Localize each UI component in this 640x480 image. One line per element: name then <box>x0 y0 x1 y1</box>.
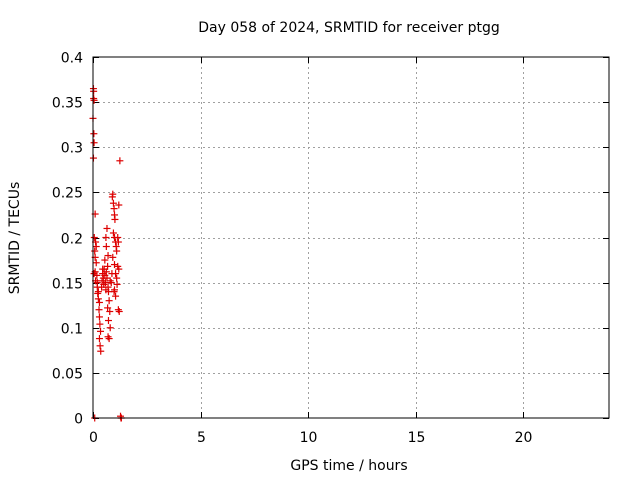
x-tick-label: 0 <box>89 430 98 446</box>
data-point <box>102 234 110 241</box>
data-point <box>101 256 109 264</box>
y-tick-label: 0.3 <box>61 141 83 157</box>
data-point <box>114 238 122 246</box>
data-point <box>109 253 117 261</box>
data-points <box>89 85 125 422</box>
data-point <box>90 96 98 104</box>
data-point <box>95 335 103 343</box>
data-point <box>94 288 102 296</box>
y-tick-label: 0.35 <box>52 96 83 112</box>
data-point <box>92 243 100 251</box>
y-tick-label: 0.4 <box>61 51 83 67</box>
axis-ticks <box>93 57 609 419</box>
data-point <box>90 270 98 278</box>
y-tick-label: 0.05 <box>52 367 83 383</box>
data-point <box>94 289 102 297</box>
data-point <box>93 279 101 287</box>
data-point <box>102 243 110 251</box>
data-point <box>110 205 118 213</box>
data-point <box>113 247 121 255</box>
data-point <box>114 234 122 241</box>
data-point <box>97 327 105 335</box>
chart-title: Day 058 of 2024, SRMTID for receiver ptg… <box>198 20 500 36</box>
x-tick-label: 15 <box>408 430 426 446</box>
data-point <box>96 320 104 328</box>
data-point <box>104 304 112 312</box>
data-point <box>95 298 103 306</box>
y-tick-label: 0 <box>74 412 83 428</box>
data-point <box>91 247 99 255</box>
data-point <box>112 270 120 278</box>
data-point <box>116 157 124 165</box>
x-tick-label: 10 <box>300 430 318 446</box>
y-tick-label: 0.1 <box>61 322 83 338</box>
data-point <box>90 234 98 241</box>
x-tick-labels: 0 5 10 15 20 <box>89 430 532 446</box>
x-axis-label: GPS time / hours <box>290 458 407 474</box>
data-point <box>111 215 119 223</box>
grid-lines <box>93 57 609 418</box>
data-point <box>104 252 112 260</box>
data-point <box>109 199 117 207</box>
x-tick-label: 5 <box>197 430 206 446</box>
y-tick-label: 0.2 <box>61 232 83 248</box>
data-point <box>106 277 114 285</box>
data-point <box>114 306 122 314</box>
plot-frame <box>92 56 610 419</box>
data-point <box>106 308 114 316</box>
data-point <box>96 342 104 350</box>
data-point <box>94 295 102 303</box>
data-point <box>104 333 112 341</box>
data-point <box>90 130 98 138</box>
y-tick-label: 0.25 <box>52 186 83 202</box>
y-tick-labels: 0 0.05 0.1 0.15 0.2 0.25 0.3 0.35 0.4 <box>52 51 83 428</box>
data-point <box>99 265 107 273</box>
data-point <box>115 265 123 273</box>
data-point <box>107 279 115 287</box>
data-point <box>109 229 117 237</box>
data-point <box>104 317 112 325</box>
data-point <box>102 268 110 276</box>
data-point <box>90 87 98 95</box>
data-point <box>113 274 121 282</box>
y-tick-label: 0.15 <box>52 277 83 293</box>
data-point <box>95 313 103 321</box>
data-point <box>104 262 112 270</box>
data-point <box>106 324 114 332</box>
data-point <box>115 201 123 209</box>
data-point <box>105 297 113 305</box>
data-point <box>103 224 111 232</box>
data-point <box>111 261 118 269</box>
data-point <box>113 280 121 288</box>
data-point <box>92 259 100 267</box>
data-point <box>95 306 103 314</box>
data-point <box>111 286 118 294</box>
x-tick-label: 20 <box>515 430 533 446</box>
data-point <box>117 412 125 420</box>
data-point <box>97 347 105 355</box>
data-point <box>109 190 117 198</box>
y-axis-label: SRMTID / TECUs <box>7 182 23 295</box>
data-point <box>90 139 98 147</box>
data-point <box>105 335 113 343</box>
data-point <box>115 308 123 316</box>
data-point <box>112 292 120 300</box>
